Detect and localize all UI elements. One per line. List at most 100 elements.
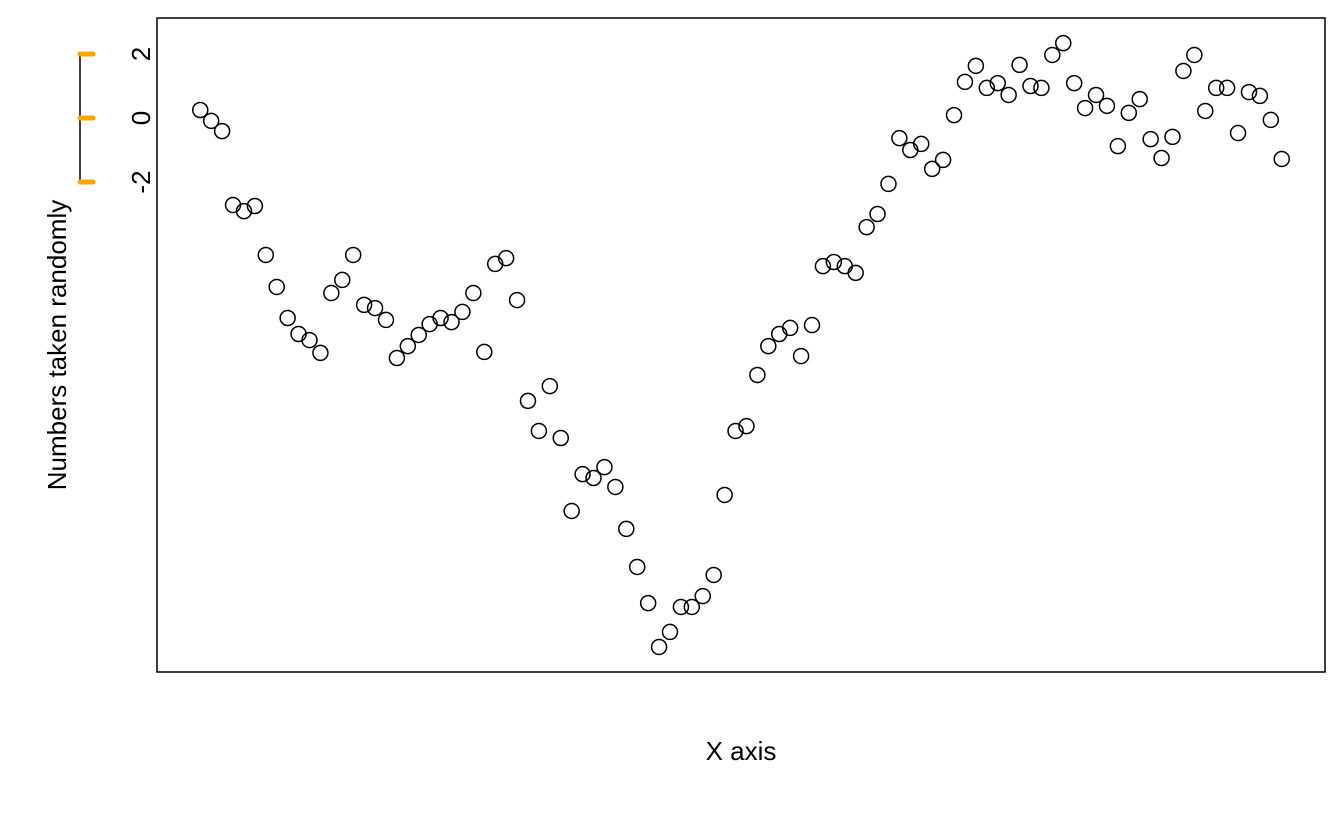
point (1076, 99, 1094, 117)
point (661, 623, 679, 641)
point (585, 469, 602, 487)
point (377, 311, 395, 329)
point (781, 319, 799, 337)
point (891, 129, 908, 147)
point (672, 598, 690, 616)
y-axis-title: Numbers taken randomly (42, 200, 72, 490)
point (476, 343, 493, 361)
point (1065, 74, 1083, 92)
point (530, 422, 548, 440)
point (432, 309, 449, 327)
point (1251, 87, 1269, 105)
point (945, 106, 963, 124)
point (202, 112, 220, 130)
point (628, 558, 646, 576)
point (792, 347, 810, 365)
point (508, 291, 526, 309)
point (803, 316, 821, 334)
point (814, 257, 832, 275)
point (486, 255, 504, 273)
point (825, 253, 843, 271)
point (410, 326, 427, 344)
point (683, 598, 701, 616)
point (923, 160, 941, 178)
point (465, 284, 482, 302)
point (1120, 104, 1138, 122)
point (454, 303, 471, 321)
point (705, 566, 722, 584)
point (1109, 137, 1127, 155)
point (1033, 79, 1050, 97)
point (912, 135, 930, 153)
point (1207, 79, 1225, 97)
y-tick-label: 0 (126, 111, 156, 125)
point (290, 325, 307, 343)
point (770, 325, 788, 343)
point (1000, 86, 1017, 104)
point (1197, 102, 1214, 120)
point (224, 196, 242, 214)
point (607, 478, 624, 496)
point (650, 638, 668, 656)
point (268, 278, 285, 296)
point (541, 377, 559, 395)
x-axis-title: X axis (706, 736, 777, 766)
point (344, 246, 362, 264)
point (1240, 83, 1258, 101)
point (639, 594, 657, 612)
point (738, 417, 755, 435)
point (563, 502, 580, 520)
point (760, 337, 777, 355)
point (366, 299, 384, 317)
point (694, 587, 712, 605)
point (934, 151, 952, 169)
point (618, 520, 635, 538)
point (497, 249, 515, 267)
point (1142, 130, 1159, 148)
point (574, 465, 591, 483)
point (1186, 46, 1203, 64)
plot-box (156, 17, 1326, 673)
point (312, 344, 329, 362)
point (421, 315, 438, 333)
y-tick-label: -2 (126, 170, 156, 193)
y-tick-label: 2 (126, 47, 156, 61)
point (978, 79, 996, 97)
point (880, 175, 897, 193)
point (1229, 124, 1247, 142)
point (1175, 62, 1192, 80)
point (1131, 90, 1148, 108)
point (1262, 111, 1280, 129)
point (1098, 97, 1116, 115)
point (869, 205, 886, 223)
point (902, 141, 919, 159)
point (858, 218, 875, 236)
point (1218, 79, 1236, 97)
point (716, 486, 733, 504)
point (246, 197, 264, 215)
point (355, 296, 373, 314)
point (399, 337, 417, 355)
point (1011, 56, 1028, 74)
point (1055, 34, 1072, 52)
point (1087, 86, 1105, 104)
point (596, 458, 613, 476)
point (443, 313, 460, 331)
point (1022, 77, 1039, 95)
point (847, 264, 864, 282)
point (213, 122, 231, 140)
point (967, 57, 985, 75)
point (323, 284, 340, 302)
point (257, 246, 275, 264)
point (727, 422, 744, 440)
point (192, 101, 209, 119)
point (235, 202, 253, 220)
point (388, 349, 406, 367)
point (519, 392, 537, 410)
point (1044, 46, 1061, 64)
point (301, 331, 318, 349)
point (552, 429, 570, 447)
point (1164, 128, 1181, 146)
point (1153, 149, 1170, 167)
